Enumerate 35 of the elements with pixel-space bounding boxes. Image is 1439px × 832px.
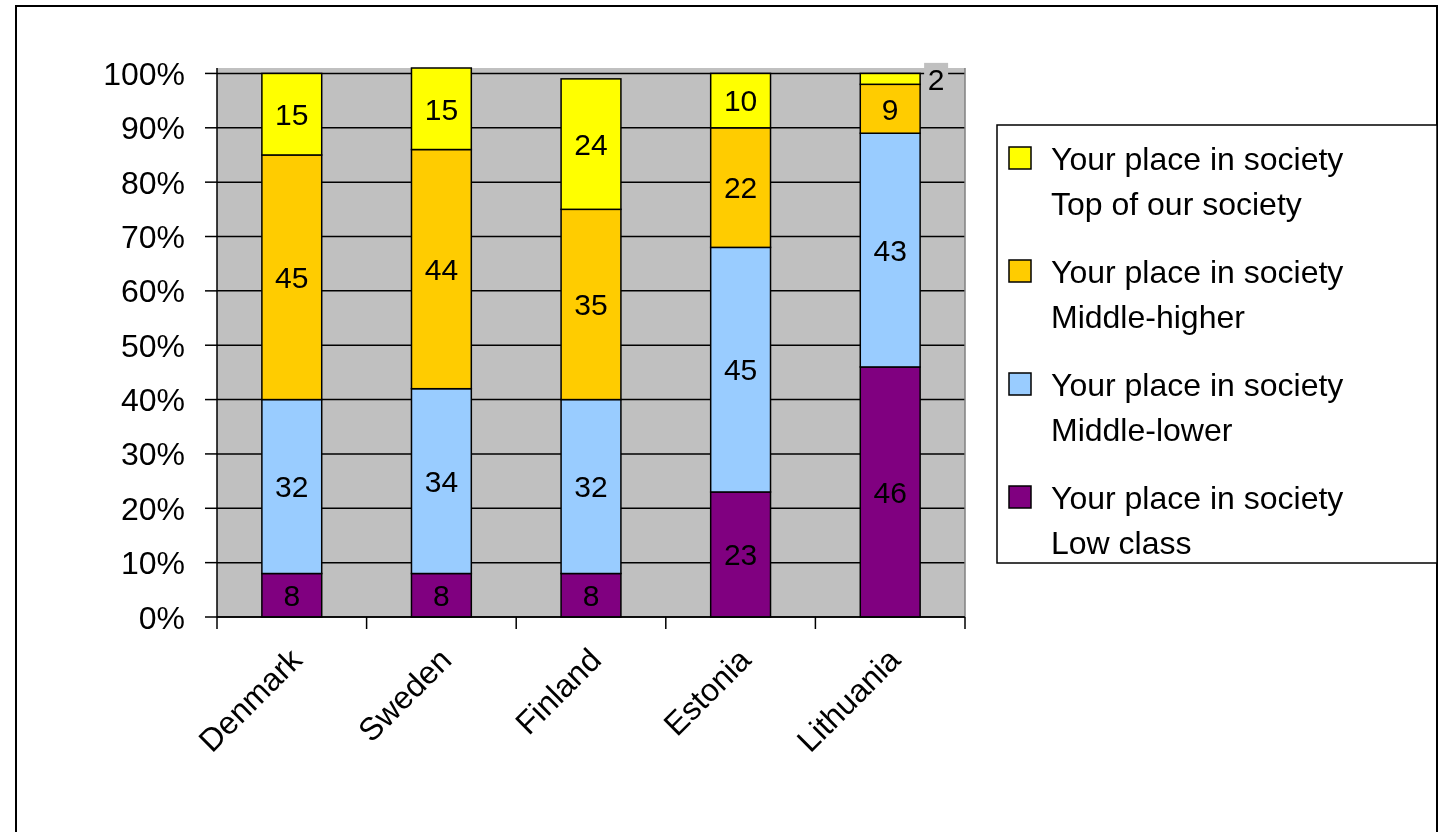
y-tick-label: 70%: [120, 219, 185, 256]
y-tick-label: 80%: [120, 164, 185, 201]
data-label: 8: [582, 579, 600, 613]
y-tick-label: 10%: [120, 545, 185, 582]
legend-label: Your place in society Middle-higher: [1051, 253, 1344, 335]
data-label: 10: [723, 84, 758, 118]
data-label: 2: [927, 62, 945, 96]
legend-label: Your place in society Top of our society: [1051, 140, 1344, 222]
data-label: 24: [574, 127, 608, 161]
data-label: 35: [574, 288, 608, 322]
legend-label: Your place in society Middle-lower: [1051, 366, 1344, 448]
y-tick-label: 20%: [120, 490, 185, 527]
y-tick-label: 50%: [120, 327, 185, 364]
data-label: 22: [723, 171, 758, 205]
data-label: 43: [873, 233, 907, 267]
data-label: 23: [723, 538, 758, 572]
data-label: 15: [424, 92, 459, 126]
y-tick-label: 40%: [120, 382, 185, 419]
data-label: 15: [275, 98, 309, 131]
y-tick-label: 30%: [120, 436, 185, 473]
y-tick-label: 90%: [120, 110, 185, 147]
legend-label: Your place in society Low class: [1051, 479, 1344, 561]
y-tick-label: 100%: [103, 55, 185, 92]
data-label: 32: [275, 470, 309, 504]
data-label: 8: [433, 579, 450, 613]
data-label: 8: [283, 579, 301, 613]
data-label: 44: [424, 252, 459, 286]
y-tick-label: 0%: [138, 599, 185, 636]
data-label: 45: [723, 353, 758, 387]
data-label: 46: [873, 475, 907, 509]
data-label: 9: [881, 92, 899, 126]
y-tick-label: 60%: [120, 273, 185, 310]
data-label: 32: [574, 470, 608, 504]
data-label: 45: [275, 261, 309, 295]
data-label: 34: [424, 464, 459, 498]
